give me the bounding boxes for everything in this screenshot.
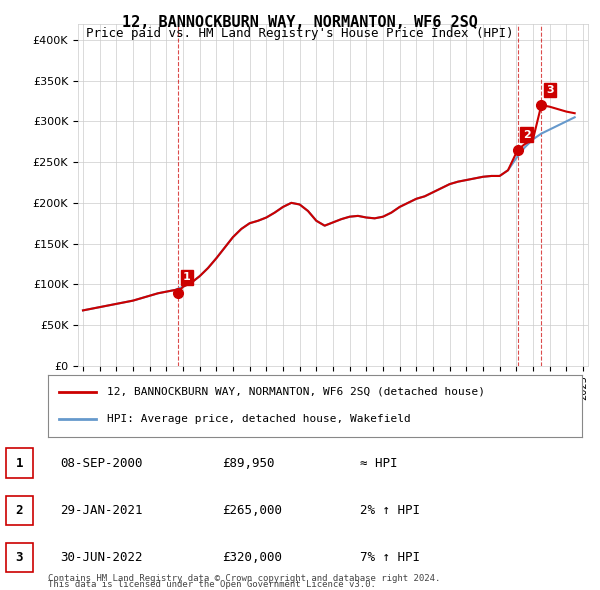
Text: 30-JUN-2022: 30-JUN-2022 bbox=[60, 551, 143, 564]
Text: 2: 2 bbox=[523, 130, 530, 140]
Text: 29-JAN-2021: 29-JAN-2021 bbox=[60, 504, 143, 517]
Text: Contains HM Land Registry data © Crown copyright and database right 2024.: Contains HM Land Registry data © Crown c… bbox=[48, 574, 440, 583]
Text: £320,000: £320,000 bbox=[222, 551, 282, 564]
Text: 3: 3 bbox=[547, 85, 554, 95]
Text: ≈ HPI: ≈ HPI bbox=[360, 457, 398, 470]
Text: 1: 1 bbox=[16, 457, 23, 470]
Text: 3: 3 bbox=[16, 551, 23, 564]
Text: 1: 1 bbox=[183, 273, 191, 282]
Text: 2% ↑ HPI: 2% ↑ HPI bbox=[360, 504, 420, 517]
Text: 12, BANNOCKBURN WAY, NORMANTON, WF6 2SQ (detached house): 12, BANNOCKBURN WAY, NORMANTON, WF6 2SQ … bbox=[107, 387, 485, 397]
Text: This data is licensed under the Open Government Licence v3.0.: This data is licensed under the Open Gov… bbox=[48, 581, 376, 589]
Text: 08-SEP-2000: 08-SEP-2000 bbox=[60, 457, 143, 470]
Text: 7% ↑ HPI: 7% ↑ HPI bbox=[360, 551, 420, 564]
Text: £89,950: £89,950 bbox=[222, 457, 275, 470]
Text: £265,000: £265,000 bbox=[222, 504, 282, 517]
Text: HPI: Average price, detached house, Wakefield: HPI: Average price, detached house, Wake… bbox=[107, 414, 410, 424]
Text: Price paid vs. HM Land Registry's House Price Index (HPI): Price paid vs. HM Land Registry's House … bbox=[86, 27, 514, 40]
Text: 2: 2 bbox=[16, 504, 23, 517]
Text: 12, BANNOCKBURN WAY, NORMANTON, WF6 2SQ: 12, BANNOCKBURN WAY, NORMANTON, WF6 2SQ bbox=[122, 15, 478, 30]
